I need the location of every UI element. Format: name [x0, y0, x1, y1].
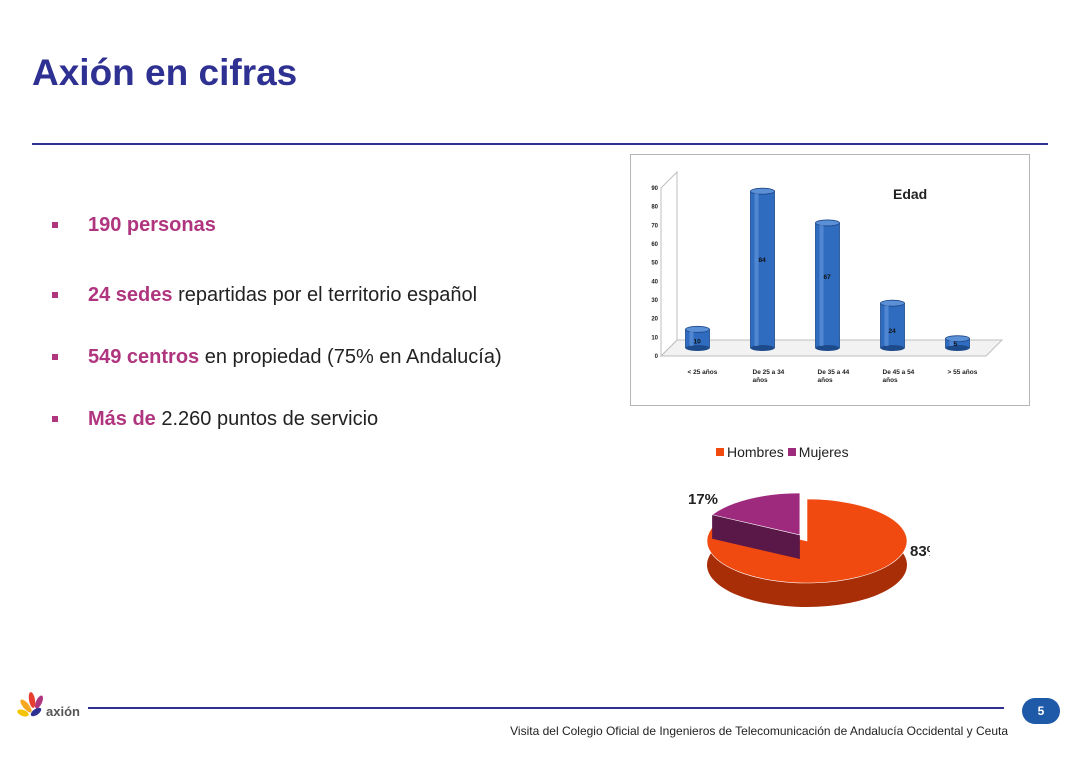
- bar-data-label: 24: [889, 328, 897, 335]
- bar-base: [685, 345, 710, 351]
- y-tick-label: 50: [651, 261, 658, 267]
- bullet-text: en propiedad (75% en Andalucía): [199, 346, 502, 368]
- bullet-sedes: 24 sedes repartidas por el territorio es…: [52, 282, 532, 308]
- gender-pie-chart-svg: 83% 17%: [688, 491, 940, 607]
- bar-4: 5: [945, 335, 970, 351]
- bar-highlight: [689, 331, 694, 346]
- axion-logo: axión: [17, 692, 80, 719]
- bullet-puntos: Más de 2.260 puntos de servicio: [52, 406, 532, 432]
- bar-base: [945, 345, 970, 351]
- x-tick-label: años: [753, 377, 769, 384]
- x-tick-label: < 25 años: [688, 369, 718, 376]
- chart-title: Edad: [893, 186, 927, 202]
- y-tick-label: 40: [651, 279, 658, 285]
- bullet-square-icon: [52, 416, 58, 422]
- bar-data-label: 5: [954, 341, 958, 348]
- x-tick-label: años: [818, 377, 834, 384]
- slide-title: Axión en cifras: [32, 52, 298, 93]
- bar-highlight: [949, 340, 954, 346]
- bullet-emphasis: Más de: [88, 408, 156, 430]
- pie-top: [706, 498, 908, 584]
- bar-data-label: 10: [694, 339, 702, 346]
- bar-top: [685, 325, 710, 333]
- x-tick-label: > 55 años: [948, 369, 978, 376]
- logo-sun-icon: [17, 692, 44, 717]
- logo-text: axión: [46, 704, 80, 719]
- bar-2: 67: [815, 219, 840, 351]
- bar-body: [750, 190, 775, 349]
- bar-1: 84: [750, 187, 775, 351]
- title-divider: [32, 143, 1048, 145]
- y-tick-label: 70: [651, 223, 658, 229]
- pie-data-label: 17%: [688, 491, 718, 508]
- bullet-centros: 549 centros en propiedad (75% en Andaluc…: [52, 344, 532, 370]
- y-tick-label: 80: [651, 205, 658, 211]
- pie-wall: [712, 514, 800, 559]
- age-bar-chart: 0 10 20 30 40 50 60 70 80 90 Edad 10 < 25 años 84 De 2…: [630, 154, 1030, 406]
- bar-highlight: [819, 224, 824, 346]
- footer-divider: [88, 707, 1004, 709]
- pie-slice-mujeres: [711, 492, 801, 559]
- bullet-list: 190 personas 24 sedes repartidas por el …: [52, 212, 532, 432]
- bar-3: 24: [880, 299, 905, 351]
- legend-item-hombres: Hombres: [716, 444, 784, 460]
- bar-0: 10: [685, 325, 710, 351]
- x-tick-label: De 25 a 34: [753, 369, 785, 376]
- y-tick-label: 90: [651, 186, 658, 192]
- bar-data-label: 84: [759, 257, 767, 264]
- bar-base: [750, 345, 775, 351]
- pie-legend: Hombres Mujeres: [716, 444, 849, 460]
- bar-base: [815, 345, 840, 351]
- legend-item-mujeres: Mujeres: [787, 444, 849, 460]
- bullet-emphasis: 24 sedes: [88, 284, 173, 306]
- y-tick-label: 20: [651, 317, 658, 323]
- bullet-text: 2.260 puntos de servicio: [155, 408, 379, 430]
- bar-highlight: [884, 305, 889, 346]
- x-tick-label: De 35 a 44: [818, 369, 850, 376]
- y-tick-label: 60: [651, 242, 658, 248]
- footer-caption: Visita del Colegio Oficial de Ingenieros…: [510, 724, 1008, 738]
- bar-top: [880, 299, 905, 307]
- legend-label-mujeres: Mujeres: [798, 444, 849, 460]
- x-tick-label: De 45 a 54: [883, 369, 915, 376]
- gender-pie-chart: 83% 17%: [680, 436, 940, 636]
- y-tick-label: 0: [655, 354, 659, 360]
- y-tick-label: 10: [651, 335, 658, 341]
- bullet-emphasis: 549 centros: [88, 346, 200, 368]
- pie-data-label: 83%: [910, 543, 930, 560]
- bar-top: [945, 335, 970, 343]
- x-tick-label: años: [883, 377, 899, 384]
- y-tick-label: 30: [651, 298, 658, 304]
- legend-swatch-mujeres: [787, 448, 796, 456]
- page-number: 5: [1022, 698, 1060, 724]
- bar-top: [750, 187, 775, 195]
- bullet-square-icon: [52, 354, 58, 360]
- bar-highlight: [754, 193, 759, 346]
- legend-swatch-hombres: [716, 448, 724, 456]
- bar-body: [815, 222, 840, 349]
- bullet-square-icon: [52, 292, 58, 298]
- legend-label-hombres: Hombres: [727, 444, 784, 460]
- bar-body: [880, 302, 905, 349]
- bar-top: [815, 219, 840, 227]
- bar-base: [880, 345, 905, 351]
- bullet-personas: 190 personas: [52, 212, 532, 238]
- bullet-emphasis: 190 personas: [88, 214, 216, 236]
- bullet-text: repartidas por el territorio español: [172, 284, 478, 306]
- bar-data-label: 67: [824, 274, 832, 281]
- bullet-square-icon: [52, 222, 58, 228]
- pie-top: [711, 492, 801, 536]
- age-bar-chart-svg: 0 10 20 30 40 50 60 70 80 90 Edad 10 < 25 años 84 De 2…: [651, 170, 1004, 384]
- chart-side-wall: [660, 170, 678, 358]
